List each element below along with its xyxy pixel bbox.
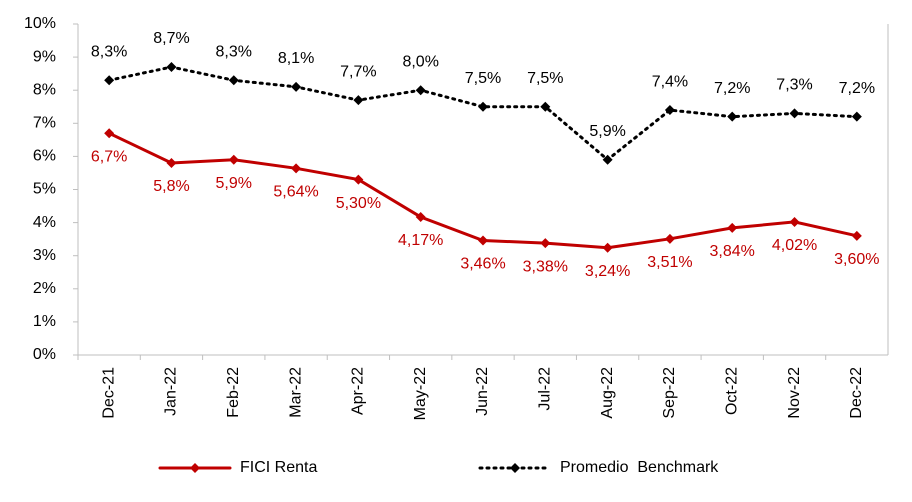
point [353,174,364,185]
data-label: 8,3% [91,43,127,60]
point [415,85,426,96]
data-label: 5,9% [216,175,252,192]
data-label: 8,7% [153,30,189,47]
point [727,111,738,122]
x-tick-label: Aug-22 [599,367,616,419]
data-label: 7,4% [652,73,688,90]
data-label: 7,5% [465,70,501,87]
x-tick-label: Dec-22 [848,367,865,419]
data-label: 3,46% [460,256,505,273]
point [104,75,115,86]
y-tick-label: 3% [33,247,56,264]
data-label: 7,2% [839,80,875,97]
x-tick-label: Nov-22 [786,367,803,419]
data-label: 5,9% [589,123,625,140]
x-tick-label: Dec-21 [100,367,117,419]
point [602,242,613,253]
data-label: 7,2% [714,80,750,97]
y-tick-label: 4% [33,214,56,231]
data-label: 8,1% [278,50,314,67]
data-label: 3,38% [523,258,568,275]
point [851,111,862,122]
data-label: 4,02% [772,237,817,254]
y-tick-label: 10% [24,15,56,32]
legend-marker [190,463,200,473]
x-tick-label: Jan-22 [163,367,180,416]
point [789,108,800,119]
y-tick-label: 7% [33,115,56,132]
data-label: 5,30% [336,195,381,212]
x-tick-label: May-22 [412,367,429,420]
legend-label: FICI Renta [240,459,317,476]
y-tick-label: 5% [33,181,56,198]
x-tick-label: Jun-22 [474,367,491,416]
point [291,81,302,92]
point [353,95,364,106]
x-tick-label: Jul-22 [537,367,554,411]
point [228,154,239,165]
x-tick-label: Sep-22 [661,367,678,419]
y-tick-label: 6% [33,148,56,165]
y-tick-label: 1% [33,313,56,330]
point [664,233,675,244]
point [415,211,426,222]
point [228,75,239,86]
data-label: 3,84% [710,243,755,260]
point [851,230,862,241]
point [478,235,488,246]
data-label: 7,3% [776,77,812,94]
point [291,163,302,174]
data-label: 3,24% [585,263,630,280]
data-label: 3,51% [647,254,692,271]
point [166,62,177,73]
point [540,238,551,249]
data-label: 7,7% [340,63,376,80]
data-label: 7,5% [527,70,563,87]
data-label: 5,64% [273,184,318,201]
data-label: 8,0% [402,53,438,70]
point [602,154,613,165]
legend-label: Promedio Benchmark [560,459,719,476]
point [540,101,551,112]
point [789,216,800,227]
y-tick-label: 8% [33,81,56,98]
x-tick-label: Apr-22 [350,367,367,415]
y-tick-label: 2% [33,280,56,297]
x-tick-label: Oct-22 [723,367,740,415]
data-label: 5,8% [153,178,189,195]
data-label: 6,7% [91,148,127,165]
point [166,158,177,169]
data-label: 4,17% [398,232,443,249]
y-tick-label: 0% [33,346,56,363]
x-tick-label: Mar-22 [287,367,304,418]
point [664,105,675,116]
legend-marker [510,463,520,473]
data-label: 3,60% [834,251,879,268]
point [478,101,488,112]
data-label: 8,3% [216,43,252,60]
y-tick-label: 9% [33,48,56,65]
point [104,128,115,139]
point [727,222,738,233]
x-tick-label: Feb-22 [225,367,242,418]
